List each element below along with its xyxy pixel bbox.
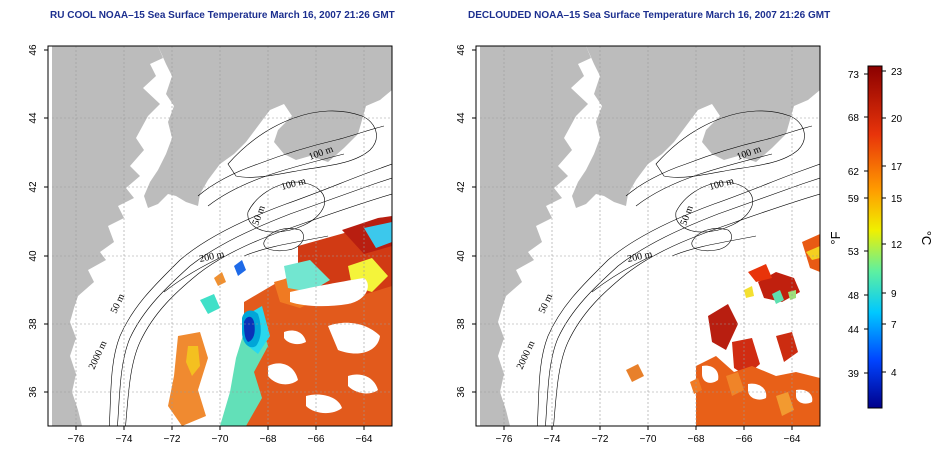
colorbar-f-tick-48: 48 bbox=[848, 291, 860, 302]
left-lon-tick-68: −68 bbox=[260, 434, 277, 445]
colorbar-c-tick-7: 7 bbox=[891, 320, 897, 331]
right-lon-tick-72: −72 bbox=[592, 434, 609, 445]
right-y-axis bbox=[472, 49, 476, 393]
right-lat-tick-42: 42 bbox=[456, 181, 467, 193]
left-lat-tick-36: 36 bbox=[28, 386, 39, 398]
colorbar-fahrenheit-unit: °F bbox=[828, 231, 843, 244]
right-lat-tick-36: 36 bbox=[456, 386, 467, 398]
left-map-panel: 100 m 100 m 50 m 200 m 50 m 2000 m bbox=[47, 45, 393, 427]
colorbar-ticks bbox=[864, 70, 886, 374]
colorbar-c-tick-9: 9 bbox=[891, 289, 897, 300]
left-lat-tick-40: 40 bbox=[28, 250, 39, 262]
contour-label-200m: 200 m bbox=[198, 249, 225, 265]
right-lat-tick-44: 44 bbox=[456, 112, 467, 124]
colorbar-c-tick-4: 4 bbox=[891, 368, 897, 379]
right-grid bbox=[476, 46, 820, 426]
colorbar-f-tick-73: 73 bbox=[848, 70, 860, 81]
colorbar-c-tick-17: 17 bbox=[891, 162, 903, 173]
left-lat-tick-44: 44 bbox=[28, 112, 39, 124]
left-lon-tick-70: −70 bbox=[212, 434, 229, 445]
contour-label-200m: 200 m bbox=[626, 249, 653, 265]
left-panel-title: RU COOL NOAA–15 Sea Surface Temperature … bbox=[50, 10, 395, 21]
left-lat-tick-38: 38 bbox=[28, 318, 39, 330]
left-lat-tick-42: 42 bbox=[28, 181, 39, 193]
colorbar: 73 68 62 59 53 48 44 39 23 20 17 15 12 9… bbox=[828, 65, 934, 409]
left-sst-data bbox=[168, 216, 392, 426]
right-lat-tick-46: 46 bbox=[456, 44, 467, 56]
right-panel-title: DECLOUDED NOAA–15 Sea Surface Temperatur… bbox=[468, 10, 831, 21]
right-lon-tick-64: −64 bbox=[784, 434, 801, 445]
colorbar-f-tick-53: 53 bbox=[848, 247, 860, 258]
right-x-axis bbox=[503, 426, 793, 430]
left-lon-tick-64: −64 bbox=[356, 434, 373, 445]
left-lon-tick-74: −74 bbox=[116, 434, 133, 445]
colorbar-gradient bbox=[867, 65, 883, 409]
colorbar-c-tick-15: 15 bbox=[891, 194, 903, 205]
left-x-axis bbox=[75, 426, 365, 430]
colorbar-f-tick-62: 62 bbox=[848, 167, 860, 178]
colorbar-celsius-unit: °C bbox=[919, 231, 934, 246]
left-lon-tick-72: −72 bbox=[164, 434, 181, 445]
right-lon-tick-70: −70 bbox=[640, 434, 657, 445]
left-lat-tick-46: 46 bbox=[28, 44, 39, 56]
right-lon-tick-76: −76 bbox=[496, 434, 513, 445]
colorbar-f-tick-44: 44 bbox=[848, 325, 860, 336]
colorbar-f-tick-59: 59 bbox=[848, 194, 860, 205]
left-lon-tick-76: −76 bbox=[68, 434, 85, 445]
colorbar-c-tick-20: 20 bbox=[891, 114, 903, 125]
left-grid bbox=[48, 46, 392, 426]
colorbar-f-tick-68: 68 bbox=[848, 113, 860, 124]
colorbar-c-tick-12: 12 bbox=[891, 240, 903, 251]
colorbar-f-tick-39: 39 bbox=[848, 369, 860, 380]
right-map-panel: 100 m 100 m 50 m 200 m 50 m 2000 m bbox=[475, 45, 821, 427]
right-lat-tick-40: 40 bbox=[456, 250, 467, 262]
left-lon-tick-66: −66 bbox=[308, 434, 325, 445]
right-lat-tick-38: 38 bbox=[456, 318, 467, 330]
right-lon-tick-74: −74 bbox=[544, 434, 561, 445]
right-lon-tick-66: −66 bbox=[736, 434, 753, 445]
right-lon-tick-68: −68 bbox=[688, 434, 705, 445]
colorbar-c-tick-23: 23 bbox=[891, 67, 903, 78]
left-y-axis bbox=[44, 49, 48, 393]
